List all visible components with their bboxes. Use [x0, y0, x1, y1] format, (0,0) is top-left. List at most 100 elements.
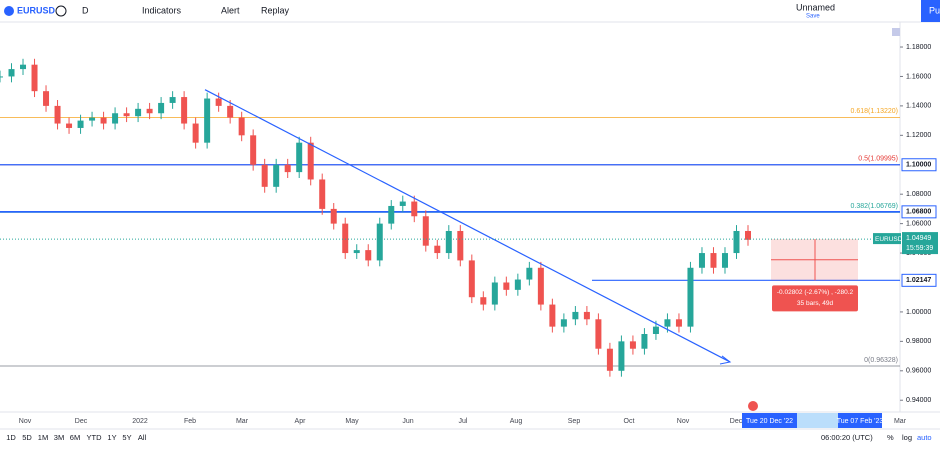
price-tick-label: 0.96000 [906, 368, 931, 375]
time-label: Jun [402, 418, 413, 425]
clock: 06:00:20 (UTC) [821, 433, 873, 442]
candle [66, 123, 73, 128]
candle [100, 117, 107, 124]
candle [273, 164, 280, 187]
price-tick-label: 0.94000 [906, 397, 931, 404]
range-button[interactable]: 3M [54, 433, 64, 442]
candle [721, 253, 728, 268]
time-label: Apr [295, 418, 307, 425]
candle [238, 117, 245, 136]
candle [687, 267, 694, 327]
price-tick-label: 1.06000 [906, 220, 931, 227]
time-range-box [838, 413, 882, 428]
candle [54, 105, 61, 124]
price-tick-label: 1.00000 [906, 309, 931, 316]
measure-box [772, 285, 858, 312]
price-tick-label: 1.08000 [906, 191, 931, 198]
candle [319, 179, 326, 209]
price-tick-label: 1.16000 [906, 73, 931, 80]
event-icon [748, 401, 758, 411]
candle [261, 164, 268, 187]
candle [514, 279, 521, 290]
candle [388, 205, 395, 224]
alert-button[interactable]: Alert [221, 5, 240, 15]
price-label: 1.10000 [906, 162, 931, 169]
compare-button[interactable] [55, 5, 67, 17]
time-range-box [742, 413, 797, 428]
candle [572, 311, 579, 320]
range-button[interactable]: YTD [87, 433, 103, 442]
layout-save[interactable]: Save [806, 14, 820, 20]
trendline-arrow [719, 355, 732, 365]
candle [491, 282, 498, 305]
candle [250, 135, 257, 165]
candle [710, 253, 717, 268]
scale-button[interactable] [892, 28, 900, 36]
last-price-box [902, 232, 938, 255]
candle [733, 230, 740, 254]
candle [376, 223, 383, 261]
candle [135, 108, 142, 117]
replay-button[interactable]: Replay [261, 5, 290, 15]
candle [169, 97, 176, 103]
range-button[interactable]: 5Y [122, 433, 131, 442]
range-button[interactable]: All [138, 433, 147, 442]
publish-button[interactable] [921, 0, 940, 22]
time-label: Mar [894, 418, 907, 425]
candle [675, 319, 682, 327]
symbol[interactable]: EURUSD [17, 5, 56, 15]
candle [411, 201, 418, 217]
percent-button[interactable]: % [887, 433, 894, 442]
range-button[interactable]: 1D [6, 433, 16, 442]
candle [123, 113, 130, 117]
price-tick-label: 1.18000 [906, 44, 931, 51]
candle [181, 97, 188, 124]
candle [353, 250, 360, 254]
range-button[interactable]: 5D [22, 433, 32, 442]
candle [296, 142, 303, 173]
candle [629, 341, 636, 349]
candle [652, 326, 659, 334]
candle [422, 216, 429, 246]
candle [583, 311, 590, 320]
indicators-button[interactable]: Indicators [142, 5, 182, 15]
candle [745, 230, 751, 240]
candle [89, 117, 96, 121]
candle [307, 142, 314, 180]
range-button[interactable]: 6M [70, 433, 80, 442]
time-range-label: Tue 20 Dec '22 [746, 418, 793, 425]
interval[interactable]: D [82, 5, 89, 15]
time-label: Dec [75, 418, 88, 425]
time-label: Nov [677, 418, 690, 425]
price-tick-label: 0.98000 [906, 338, 931, 345]
measure-text: -0.02802 (-2.67%) , -280.2 [777, 289, 854, 296]
candle [20, 64, 27, 70]
candle [560, 319, 567, 327]
log-button[interactable]: log [902, 433, 912, 442]
time-label: 2022 [132, 418, 148, 425]
time-label: Sep [568, 418, 581, 425]
price-label-box [901, 205, 937, 219]
candle [365, 250, 372, 261]
candle [8, 69, 15, 77]
candle [698, 253, 705, 268]
range-button[interactable]: 1M [38, 433, 48, 442]
time-label: Feb [184, 418, 196, 425]
candle [227, 105, 234, 118]
candle [606, 348, 613, 371]
candle [503, 282, 510, 290]
last-price-label: 1.04949 [906, 235, 931, 242]
candle [330, 208, 337, 224]
price-tick-label: 1.12000 [906, 132, 931, 139]
range-button[interactable]: 1Y [107, 433, 116, 442]
publish-label: Pu [929, 5, 940, 15]
candle [526, 267, 533, 280]
symbol-label-box [873, 233, 901, 245]
trendline [204, 89, 731, 363]
candle [399, 201, 406, 206]
candle [0, 76, 3, 78]
fib-label: 0.382(1.06769) [851, 203, 898, 210]
layout-name[interactable]: Unnamed [796, 2, 835, 12]
auto-button[interactable]: auto [917, 433, 932, 442]
measure-bars: 35 bars, 49d [797, 300, 834, 307]
